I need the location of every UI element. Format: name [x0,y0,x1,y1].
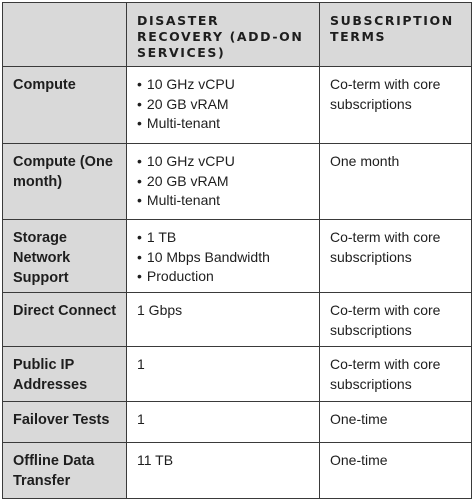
row-label-offline-data-transfer: Offline Data Transfer [2,442,127,499]
row-details: 1 TB 10 Mbps Bandwidth Production [126,219,320,293]
row-value: 1 Gbps [126,292,320,347]
table-row: Storage Network Support 1 TB 10 Mbps Ban… [2,219,472,293]
row-details: 10 GHz vCPU 20 GB vRAM Multi-tenant [126,143,320,220]
bullet-list: 1 TB 10 Mbps Bandwidth Production [137,228,311,287]
header-disaster-recovery: DISASTER RECOVERY (ADD-ON SERVICES) [126,2,320,67]
table-row: Direct Connect 1 Gbps Co-term with core … [2,292,472,347]
row-label-compute-one-month: Compute (One month) [2,143,127,220]
row-terms: Co-term with core subscriptions [319,219,472,293]
table-row: Offline Data Transfer 11 TB One-time [2,442,472,499]
row-label-storage-network-support: Storage Network Support [2,219,127,293]
row-value: 1 [126,346,320,402]
row-details: 10 GHz vCPU 20 GB vRAM Multi-tenant [126,66,320,144]
row-terms: Co-term with core subscriptions [319,66,472,144]
header-subscription-terms: SUBSCRIPTION TERMS [319,2,472,67]
list-item: Production [137,267,311,287]
row-terms: One-time [319,442,472,499]
row-value: 1 [126,401,320,443]
list-item: Multi-tenant [137,191,311,211]
list-item: Multi-tenant [137,114,311,134]
table-row: Compute 10 GHz vCPU 20 GB vRAM Multi-ten… [2,66,472,144]
row-label-failover-tests: Failover Tests [2,401,127,443]
bullet-list: 10 GHz vCPU 20 GB vRAM Multi-tenant [137,75,311,134]
bullet-list: 10 GHz vCPU 20 GB vRAM Multi-tenant [137,152,311,211]
header-corner [2,2,127,67]
row-terms: Co-term with core subscriptions [319,292,472,347]
header-row: DISASTER RECOVERY (ADD-ON SERVICES) SUBS… [2,2,472,67]
row-label-public-ip-addresses: Public IP Addresses [2,346,127,402]
table-row: Compute (One month) 10 GHz vCPU 20 GB vR… [2,143,472,220]
row-label-compute: Compute [2,66,127,144]
row-terms: Co-term with core subscriptions [319,346,472,402]
row-value: 11 TB [126,442,320,499]
list-item: 20 GB vRAM [137,95,311,115]
list-item: 20 GB vRAM [137,172,311,192]
list-item: 10 Mbps Bandwidth [137,248,311,268]
row-terms: One-time [319,401,472,443]
table-row: Failover Tests 1 One-time [2,401,472,443]
table-row: Public IP Addresses 1 Co-term with core … [2,346,472,402]
row-label-direct-connect: Direct Connect [2,292,127,347]
list-item: 1 TB [137,228,311,248]
list-item: 10 GHz vCPU [137,75,311,95]
row-terms: One month [319,143,472,220]
services-table: DISASTER RECOVERY (ADD-ON SERVICES) SUBS… [2,2,472,499]
list-item: 10 GHz vCPU [137,152,311,172]
